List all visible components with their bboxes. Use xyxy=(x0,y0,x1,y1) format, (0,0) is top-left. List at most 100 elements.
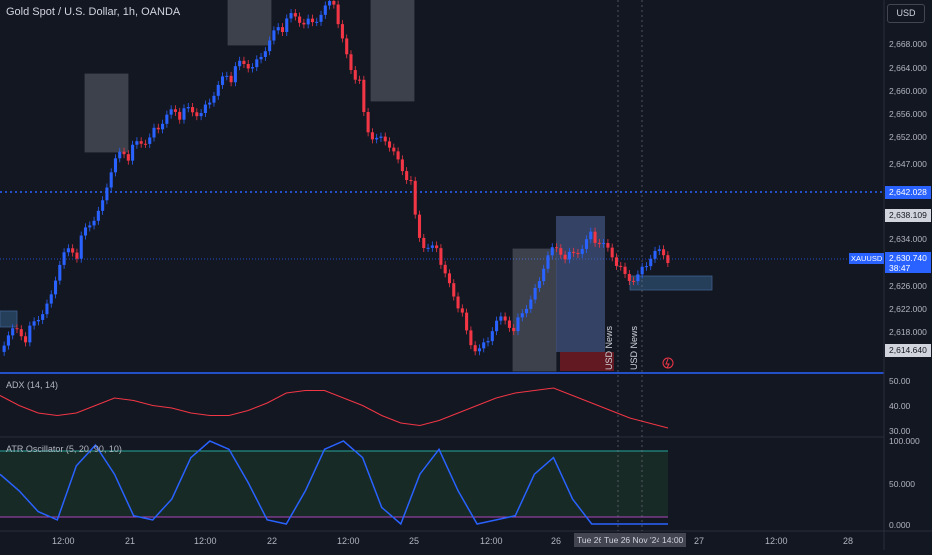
candle xyxy=(358,79,362,81)
adx-line xyxy=(0,387,669,429)
candle xyxy=(507,320,511,328)
candle xyxy=(426,247,430,249)
candle xyxy=(567,251,571,260)
candle xyxy=(105,187,109,201)
candle xyxy=(242,60,246,65)
candle xyxy=(66,248,70,253)
candle xyxy=(165,114,169,124)
candle xyxy=(563,254,567,260)
symbol-tag: XAUUSD xyxy=(849,253,885,264)
candle xyxy=(452,283,456,297)
candle xyxy=(83,227,88,236)
candle xyxy=(362,79,366,112)
candle xyxy=(644,266,648,268)
bar-countdown: 38:47 xyxy=(889,263,911,273)
candle xyxy=(109,172,113,188)
currency-button[interactable]: USD xyxy=(887,4,925,23)
atr-axis-label: 100.000 xyxy=(889,436,920,446)
candle xyxy=(131,144,135,161)
candle xyxy=(208,102,212,105)
zone-box[interactable] xyxy=(227,0,272,46)
candle xyxy=(627,273,631,281)
zone-box-red xyxy=(560,352,614,371)
zone-box-small xyxy=(0,310,18,328)
candle xyxy=(178,111,182,120)
time-label: 12:00 xyxy=(337,536,360,546)
zone-box[interactable] xyxy=(512,248,557,372)
zone-box[interactable] xyxy=(84,73,129,153)
candle xyxy=(276,27,280,31)
candle xyxy=(443,264,447,274)
candle xyxy=(379,136,383,138)
candle xyxy=(45,303,49,315)
candle xyxy=(298,16,302,23)
candle xyxy=(636,274,640,282)
candle xyxy=(323,5,327,15)
candle xyxy=(302,22,306,25)
price-label: 2,647.000 xyxy=(889,159,927,169)
candle xyxy=(280,27,285,32)
price-label: 2,668.000 xyxy=(889,39,927,49)
atr-axis-label: 50.000 xyxy=(889,479,915,489)
candle xyxy=(336,4,340,25)
candle xyxy=(113,158,118,173)
candle xyxy=(614,257,619,266)
candle xyxy=(469,330,473,346)
time-label: 12:00 xyxy=(765,536,788,546)
candle xyxy=(328,0,332,6)
candle xyxy=(118,151,122,159)
candle xyxy=(49,294,53,304)
candle xyxy=(191,107,195,113)
candle xyxy=(383,136,387,142)
candle xyxy=(610,247,614,258)
candle xyxy=(366,111,370,133)
candle xyxy=(272,30,276,41)
zone-box-blue[interactable] xyxy=(556,216,605,352)
candle xyxy=(259,56,263,60)
candle xyxy=(319,14,323,22)
candle xyxy=(169,109,173,115)
time-label: 21 xyxy=(125,536,135,546)
price-label: 2,664.000 xyxy=(889,63,927,73)
candle xyxy=(435,245,439,249)
candle xyxy=(246,64,250,69)
candle xyxy=(15,328,19,330)
atr-line xyxy=(0,440,668,526)
candle xyxy=(186,107,190,109)
candle xyxy=(653,250,657,259)
atr-zone xyxy=(0,451,668,517)
candle xyxy=(593,231,597,243)
ref-price-tag: 2,638.109 xyxy=(885,209,931,222)
time-label: 27 xyxy=(694,536,704,546)
current-price: 2,630.740 xyxy=(889,253,927,263)
candle xyxy=(649,258,653,267)
alert-icon[interactable] xyxy=(662,357,674,369)
candle xyxy=(370,132,374,140)
adx-label[interactable]: ADX (14, 14) xyxy=(6,380,59,390)
candle xyxy=(520,313,524,318)
candle xyxy=(139,141,143,144)
symbol-title[interactable]: Gold Spot / U.S. Dollar, 1h, OANDA xyxy=(6,6,181,18)
candle xyxy=(24,336,28,343)
candle xyxy=(19,329,23,337)
candle xyxy=(503,316,507,321)
candle xyxy=(473,345,477,352)
candle xyxy=(143,143,147,145)
crosshair-time-badge: Tue 26 Nov '24 xyxy=(601,533,665,547)
zone-box[interactable] xyxy=(370,0,415,102)
candle xyxy=(589,231,593,240)
low-price-tag: 2,614.640 xyxy=(885,344,931,357)
atr-label[interactable]: ATR Oscillator (5, 20, 90, 10) xyxy=(6,444,122,454)
candle xyxy=(537,281,541,288)
candle xyxy=(148,137,152,144)
price-label: 2,634.000 xyxy=(889,234,927,244)
candle xyxy=(486,341,490,343)
lightning-icon xyxy=(665,358,670,369)
candle xyxy=(28,325,32,343)
candle xyxy=(79,235,83,259)
candle xyxy=(238,60,242,67)
candle xyxy=(666,255,670,263)
candle xyxy=(152,127,156,138)
